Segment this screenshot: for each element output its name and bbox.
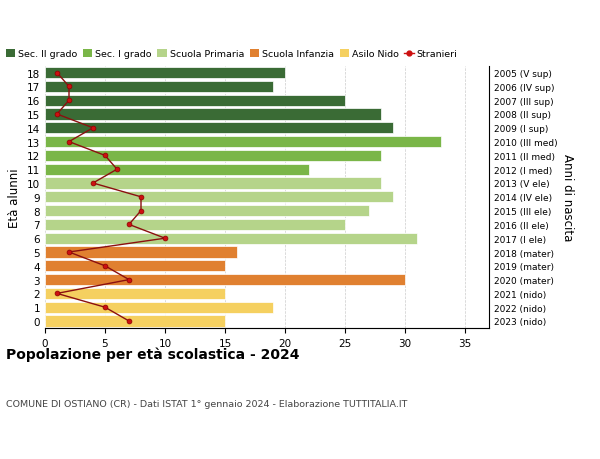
Bar: [45, 274, 405, 285]
Text: Popolazione per età scolastica - 2024: Popolazione per età scolastica - 2024: [6, 347, 299, 361]
Bar: [45, 302, 273, 313]
Bar: [45, 288, 225, 299]
Bar: [45, 192, 393, 203]
Text: COMUNE DI OSTIANO (CR) - Dati ISTAT 1° gennaio 2024 - Elaborazione TUTTITALIA.IT: COMUNE DI OSTIANO (CR) - Dati ISTAT 1° g…: [6, 399, 407, 409]
Bar: [45, 233, 417, 244]
Bar: [45, 151, 381, 162]
Bar: [45, 68, 285, 79]
Y-axis label: Età alunni: Età alunni: [8, 168, 22, 227]
Bar: [45, 261, 225, 272]
Bar: [45, 95, 345, 106]
Y-axis label: Anni di nascita: Anni di nascita: [561, 154, 574, 241]
Bar: [45, 316, 225, 327]
Bar: [45, 206, 369, 217]
Bar: [45, 247, 237, 258]
Bar: [45, 109, 381, 120]
Bar: [45, 82, 273, 93]
Bar: [45, 164, 309, 175]
Bar: [45, 137, 441, 148]
Bar: [45, 219, 345, 230]
Bar: [45, 123, 393, 134]
Bar: [45, 178, 381, 189]
Legend: Sec. II grado, Sec. I grado, Scuola Primaria, Scuola Infanzia, Asilo Nido, Stran: Sec. II grado, Sec. I grado, Scuola Prim…: [5, 50, 457, 59]
